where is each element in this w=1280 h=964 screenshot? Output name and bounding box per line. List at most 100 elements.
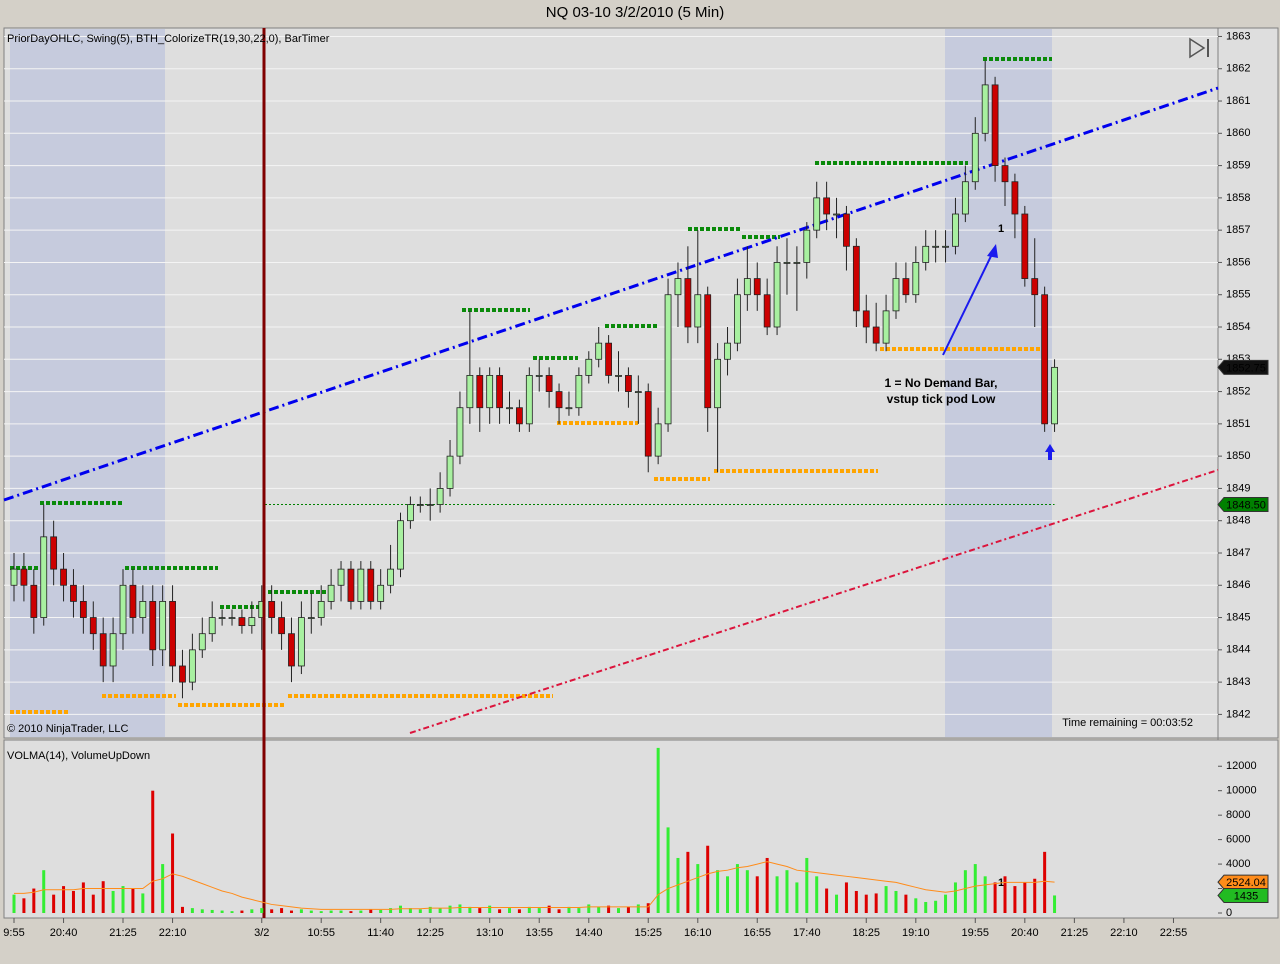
volume-bar [458,904,462,913]
candle-body [79,601,87,618]
volume-bar [250,909,254,913]
volume-bar [825,888,829,913]
volume-bar [81,882,85,913]
volume-bar [448,905,452,913]
volume-bar [765,857,769,913]
x-tick-label: 16:10 [684,927,712,939]
candle-body [753,278,761,296]
candle-body [377,584,385,602]
y-tick-label: 1846 [1226,579,1250,591]
candle-body [139,601,147,618]
volume-bar [299,909,303,913]
candle-body [426,504,434,506]
candle-body [674,278,682,296]
volume-bar [844,882,848,913]
candle-body [922,245,930,263]
volume-bar [953,882,957,913]
volume-bar [547,905,551,913]
volume-bar [260,908,264,913]
price-flag-label: 1848.50 [1226,499,1266,511]
volume-bar [319,911,323,913]
candle-body [654,423,662,457]
candle-body [159,601,167,651]
y-tick-label: 1842 [1226,708,1250,720]
x-tick-label: 12:25 [416,927,444,939]
candle-body [248,617,256,627]
volume-bar [993,882,997,913]
candle-body [852,245,860,312]
x-tick-label: 14:40 [575,927,603,939]
value-flag-label: 2524.04 [1226,877,1266,889]
x-tick-label: 10:55 [307,927,335,939]
volume-panel [3,739,1279,919]
volume-bar [607,905,611,913]
candle-body [743,278,751,296]
volume-bar [131,888,135,913]
y-tick-label: 1847 [1226,547,1250,559]
candle-body [238,617,246,627]
candle-body [942,245,949,248]
volume-bar [190,908,194,913]
swing-highs [10,57,1052,609]
candle-body [555,391,563,409]
candle-body [595,342,603,360]
candle-body [99,633,107,667]
trend-line [3,86,1219,502]
candle-body [892,278,900,312]
volume-bar [121,886,125,913]
x-tick-label: 21:25 [1061,927,1089,939]
candle-body [535,375,543,377]
x-tick-label: 20:40 [50,927,78,939]
candle-body [60,568,67,586]
x-tick-label: 13:10 [476,927,504,939]
candle-body [981,84,989,134]
session-shade [945,29,1052,737]
volume-bar [141,893,145,913]
volume-bar [111,890,115,913]
volume-bar [309,910,313,913]
volume-bar [398,905,402,913]
volume-bar [963,870,967,913]
volume-bar [220,910,224,913]
window-title: NQ 03-10 3/2/2010 (5 Min) [546,4,724,21]
play-icon[interactable] [1189,37,1206,59]
candle-body [288,633,295,667]
candle-body [565,407,573,410]
x-tick-label: 13:55 [525,927,553,939]
candle-body [486,375,494,409]
candle-body [823,197,831,215]
candle-body [456,407,464,457]
volume-bar [369,909,373,913]
volume-bar [12,894,16,913]
swing-lows [10,347,1043,714]
volume-bar [210,909,214,913]
volume-bar [32,888,36,913]
volume-bar [101,881,105,913]
candle-body [664,294,672,425]
candle-body [10,568,18,586]
y-tick-label: 8000 [1226,809,1250,821]
volume-bar [289,910,293,913]
candle-body [416,504,424,506]
volume-bar [874,893,878,913]
candle-body [525,375,533,425]
volume-bar [359,910,363,913]
candle-body [119,584,127,635]
volume-bar [805,857,809,913]
candle-body [545,375,553,392]
y-tick-label: 1857 [1226,224,1250,236]
candle-body [763,294,771,328]
arrow-head [987,244,998,258]
candle-body [30,584,38,618]
y-tick-label: 1862 [1226,63,1250,75]
y-tick-label: 1856 [1226,256,1250,268]
y-tick-label: 1859 [1226,159,1250,171]
volume-bar [626,906,630,913]
value-flag [1217,887,1269,903]
candle-body [912,262,920,296]
candle-body [436,488,444,505]
volume-bar [973,864,977,913]
play-button[interactable] [1189,37,1209,59]
volume-bar [835,894,839,913]
